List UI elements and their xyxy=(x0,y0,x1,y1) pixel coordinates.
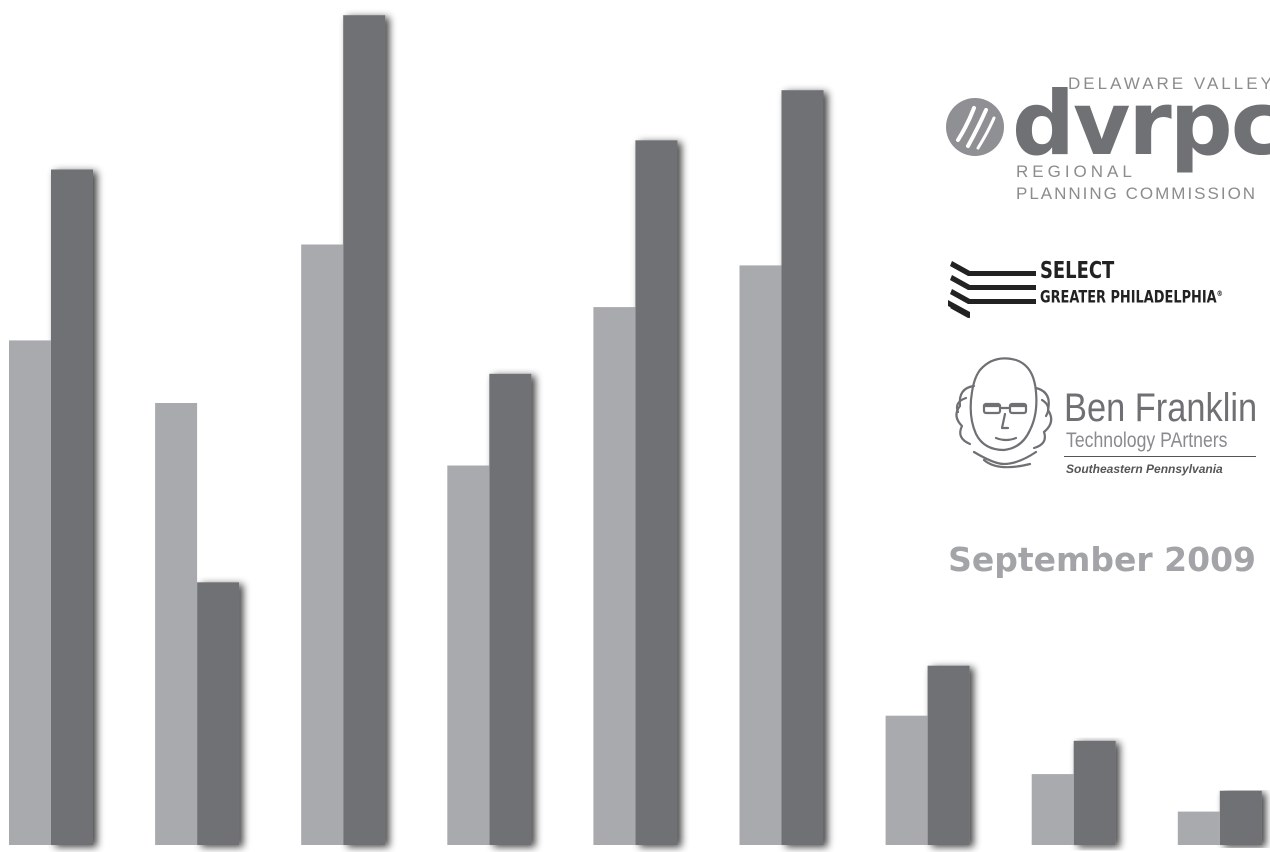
dvrpc-wordmark: dvrpc xyxy=(1012,80,1270,168)
bf-region: Southeastern Pennsylvania xyxy=(1066,463,1223,475)
bar-group-6-series-1 xyxy=(740,265,782,845)
bar-group-4-series-1 xyxy=(447,466,489,846)
bar-group-5-series-1 xyxy=(593,307,635,845)
bar-group-1-series-1 xyxy=(9,340,51,845)
bar-group-2-series-2 xyxy=(197,582,239,845)
ben-franklin-portrait-icon xyxy=(944,352,1056,474)
bar-group-9-series-1 xyxy=(1178,812,1220,845)
dvrpc-circle-mark-icon xyxy=(944,96,1006,158)
bf-tagline: Technology PArtners xyxy=(1066,430,1227,451)
bar-group-1-series-2 xyxy=(51,170,93,846)
publication-date: September 2009 xyxy=(948,540,1256,579)
chevron-stripes-icon xyxy=(948,260,1036,322)
ben-franklin-logo: Ben Franklin Technology PArtners Southea… xyxy=(944,352,1264,484)
bar-group-9-series-2 xyxy=(1220,791,1262,845)
bar-group-2-series-1 xyxy=(155,403,197,845)
dvrpc-logo: DELAWARE VALLEY dvrpc REGIONAL PLANNING … xyxy=(940,74,1260,206)
bar-group-4-series-2 xyxy=(489,374,531,845)
dvrpc-line2: REGIONAL xyxy=(1016,162,1136,182)
bar-group-8-series-1 xyxy=(1032,774,1074,845)
select-greater-philadelphia-logo: SELECT GREATER PHILADELPHIA® xyxy=(948,258,1268,324)
bar-group-8-series-2 xyxy=(1074,741,1116,845)
bar-group-6-series-2 xyxy=(782,90,824,845)
bar-group-3-series-2 xyxy=(343,15,385,845)
dvrpc-line3: PLANNING COMMISSION xyxy=(1016,184,1257,204)
sgp-registered-mark: ® xyxy=(1217,289,1223,298)
bf-name: Ben Franklin xyxy=(1064,388,1257,428)
bar-group-3-series-1 xyxy=(301,245,343,846)
bar-group-5-series-2 xyxy=(635,140,677,845)
bf-divider xyxy=(1064,456,1256,457)
bar-group-7-series-2 xyxy=(928,666,970,845)
sgp-line2-text: GREATER PHILADELPHIA xyxy=(1040,288,1217,308)
sgp-line1: SELECT xyxy=(1040,260,1114,283)
sgp-line2: GREATER PHILADELPHIA® xyxy=(1040,285,1223,307)
bar-group-7-series-1 xyxy=(886,716,928,845)
